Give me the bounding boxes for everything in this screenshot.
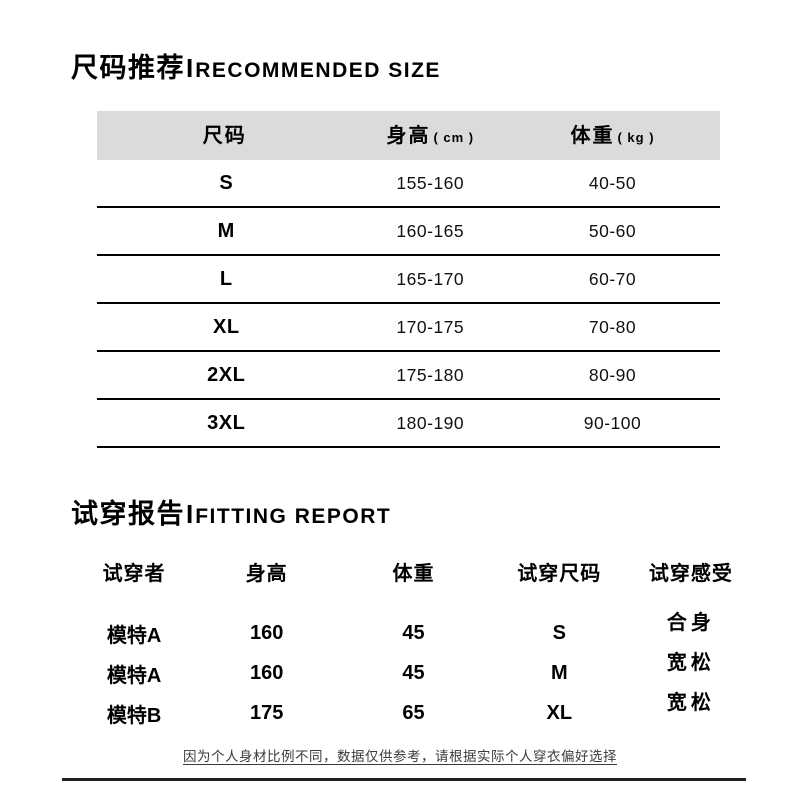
feeling-cell: 合身: [666, 611, 715, 634]
column-header-weight: 体重( kg ): [570, 124, 655, 147]
height-cell: 160: [250, 621, 284, 644]
weight-cell: 90-100: [583, 412, 642, 433]
column-header-model: 试穿者: [102, 562, 166, 585]
height-cell: 175-180: [396, 364, 465, 385]
height-cell: 165-170: [396, 268, 465, 289]
recommended-size-title-zh: 尺码推荐: [71, 53, 185, 83]
fitting-report-title-en: FITTING REPORT: [195, 505, 392, 528]
size-table: 尺码 身高( cm ) 体重( kg ) S 155-160 40-50 M 1…: [97, 111, 720, 448]
weight-cell: 45: [402, 661, 425, 684]
trysize-cell: XL: [546, 701, 573, 724]
fitting-report-title: 试穿报告 I FITTING REPORT: [71, 492, 391, 531]
size-table-row: M 160-165 50-60: [97, 208, 720, 256]
column-header-feeling: 试穿感受: [648, 562, 733, 585]
weight-cell: 40-50: [588, 172, 637, 193]
fitting-table-row: 模特A 160 45 S 合身: [75, 612, 750, 653]
weight-cell: 60-70: [588, 268, 637, 289]
size-cell: 2XL: [207, 363, 246, 386]
trysize-cell: M: [550, 661, 568, 684]
column-header-size: 尺码: [202, 124, 247, 147]
recommended-size-title: 尺码推荐 I RECOMMENDED SIZE: [71, 46, 441, 85]
size-table-row: 3XL 180-190 90-100: [97, 400, 720, 448]
size-table-row: 2XL 175-180 80-90: [97, 352, 720, 400]
weight-cell: 70-80: [588, 316, 637, 337]
title-separator-bar: I: [186, 53, 194, 83]
fitting-table-row: 模特B 175 65 XL 宽松: [75, 692, 750, 733]
bottom-divider-line: [62, 778, 746, 781]
height-cell: 160-165: [396, 220, 465, 241]
fitting-table: 试穿者 身高 体重 试穿尺码 试穿感受 模特A 160 45 S 合身 模特A …: [75, 550, 750, 733]
model-cell: 模特B: [106, 704, 162, 727]
disclaimer-note: 因为个人身材比例不同，数据仅供参考，请根据实际个人穿衣偏好选择: [183, 749, 617, 764]
column-header-trysize: 试穿尺码: [517, 562, 602, 585]
size-cell: M: [217, 219, 235, 242]
fitting-table-header: 试穿者 身高 体重 试穿尺码 试穿感受: [75, 550, 750, 592]
height-cell: 160: [250, 661, 284, 684]
column-header-height: 身高: [245, 562, 288, 585]
size-cell: 3XL: [207, 411, 246, 434]
model-cell: 模特A: [106, 624, 162, 647]
size-cell: L: [219, 267, 233, 290]
feeling-cell: 宽松: [666, 651, 715, 674]
height-cell: 170-175: [396, 316, 465, 337]
trysize-cell: S: [552, 621, 566, 644]
size-table-row: L 165-170 60-70: [97, 256, 720, 304]
title-separator-bar: I: [186, 499, 194, 529]
size-table-header: 尺码 身高( cm ) 体重( kg ): [97, 111, 720, 160]
weight-cell: 80-90: [588, 364, 637, 385]
model-cell: 模特A: [106, 664, 162, 687]
feeling-cell: 宽松: [666, 691, 715, 714]
size-cell: XL: [212, 315, 240, 338]
height-cell: 175: [250, 701, 284, 724]
height-cell: 180-190: [396, 412, 465, 433]
recommended-size-title-en: RECOMMENDED SIZE: [195, 59, 441, 82]
size-cell: S: [219, 171, 234, 194]
size-table-row: XL 170-175 70-80: [97, 304, 720, 352]
column-header-weight: 体重: [392, 562, 435, 585]
weight-cell: 50-60: [588, 220, 637, 241]
weight-cell: 65: [402, 701, 425, 724]
weight-cell: 45: [402, 621, 425, 644]
column-header-height: 身高( cm ): [386, 124, 475, 147]
fitting-table-row: 模特A 160 45 M 宽松: [75, 652, 750, 693]
size-table-row: S 155-160 40-50: [97, 160, 720, 208]
height-cell: 155-160: [396, 172, 465, 193]
fitting-report-title-zh: 试穿报告: [71, 499, 185, 529]
